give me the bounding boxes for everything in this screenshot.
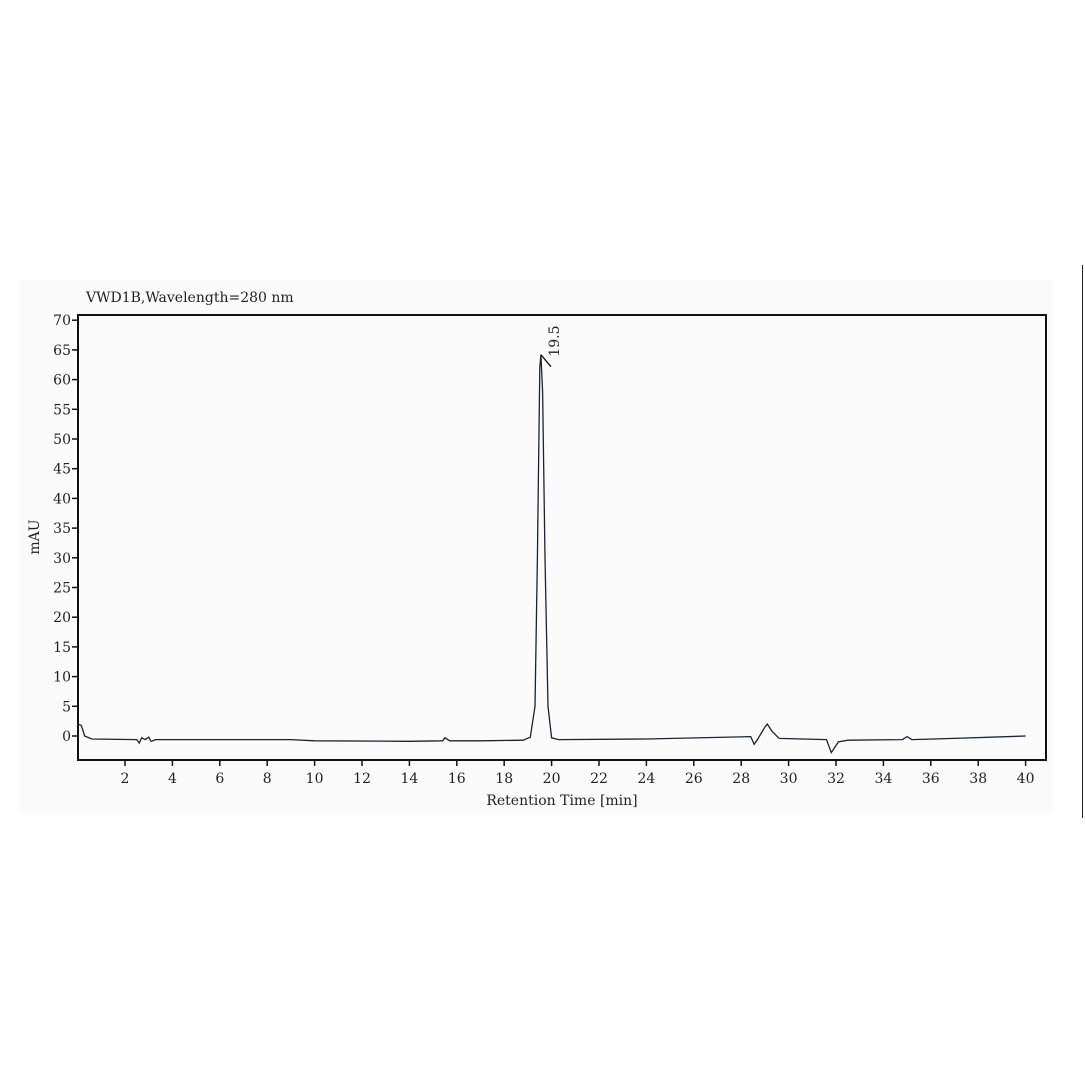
peak-label: 19.5: [547, 325, 563, 356]
y-tick-label: 40: [53, 491, 71, 507]
y-tick-label: 55: [53, 402, 71, 418]
divider-line: [1082, 265, 1083, 818]
x-tick-label: 6: [215, 771, 224, 787]
x-tick-label: 8: [263, 771, 272, 787]
x-tick-label: 12: [353, 771, 371, 787]
x-tick-label: 32: [827, 771, 845, 787]
x-tick-label: 26: [685, 771, 703, 787]
y-tick-label: 60: [53, 373, 71, 389]
x-tick-label: 4: [168, 771, 177, 787]
y-tick-label: 20: [53, 610, 71, 626]
x-tick-label: 24: [637, 771, 655, 787]
chromatogram-trace: [77, 354, 1026, 755]
x-tick-label: 40: [1017, 771, 1035, 787]
y-tick-label: 30: [53, 551, 71, 567]
x-tick-label: 14: [400, 771, 418, 787]
x-tick-label: 30: [780, 771, 798, 787]
x-tick-label: 36: [922, 771, 940, 787]
x-tick-label: 28: [732, 771, 750, 787]
x-tick-label: 16: [448, 771, 466, 787]
y-tick-label: 0: [62, 729, 71, 745]
plot-frame: [77, 314, 1047, 761]
y-tick-label: 10: [53, 670, 71, 686]
x-axis-label: Retention Time [min]: [486, 793, 637, 809]
x-tick-label: 2: [121, 771, 130, 787]
x-tick-label: 20: [543, 771, 561, 787]
x-tick-label: 18: [495, 771, 513, 787]
y-tick-label: 15: [53, 640, 71, 656]
peak-marker: [540, 354, 552, 368]
chart-panel: [20, 280, 1052, 812]
chart-title: VWD1B,Wavelength=280 nm: [85, 290, 294, 306]
y-tick-label: 50: [53, 432, 71, 448]
y-tick-label: 65: [53, 343, 71, 359]
y-tick-label: 70: [53, 313, 71, 329]
y-axis-label: mAU: [27, 519, 43, 554]
y-tick-label: 35: [53, 521, 71, 537]
x-tick-label: 34: [874, 771, 892, 787]
x-tick-label: 10: [306, 771, 324, 787]
x-tick-label: 22: [590, 771, 608, 787]
x-tick-label: 38: [969, 771, 987, 787]
y-tick-label: 45: [53, 462, 71, 478]
y-tick-label: 5: [62, 699, 71, 715]
y-tick-label: 25: [53, 581, 71, 597]
